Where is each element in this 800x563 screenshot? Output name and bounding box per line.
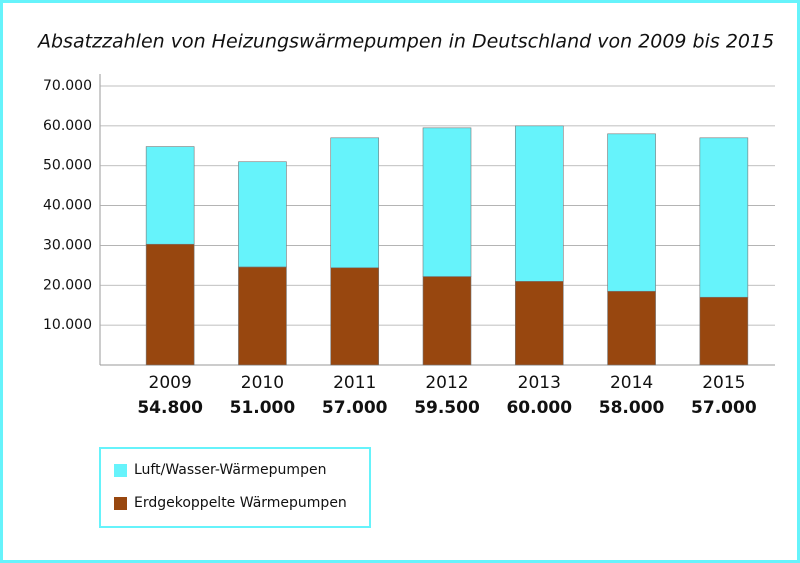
bar-segment bbox=[238, 266, 287, 366]
legend-swatch bbox=[114, 497, 127, 510]
bar-segment bbox=[699, 137, 749, 298]
legend-label: Luft/Wasser-Wärmepumpen bbox=[134, 462, 326, 478]
y-tick-label: 10.000 bbox=[43, 317, 92, 333]
total-label: 57.000 bbox=[691, 398, 757, 418]
bar-segment bbox=[607, 290, 656, 366]
bar-segment bbox=[330, 137, 380, 269]
x-tick-label: 2015 bbox=[702, 373, 745, 393]
bar-segment bbox=[145, 146, 195, 245]
total-label: 60.000 bbox=[506, 398, 572, 418]
x-tick-label: 2011 bbox=[333, 373, 376, 393]
bar-segment bbox=[330, 267, 380, 366]
y-tick-label: 40.000 bbox=[43, 198, 92, 214]
bar-segment bbox=[422, 276, 472, 366]
total-label: 58.000 bbox=[599, 398, 665, 418]
total-label: 59.500 bbox=[414, 398, 480, 418]
x-tick-label: 2010 bbox=[241, 373, 284, 393]
x-tick-label: 2009 bbox=[149, 373, 192, 393]
bar-segment bbox=[145, 243, 195, 366]
bar-segment bbox=[514, 280, 564, 366]
x-tick-label: 2014 bbox=[610, 373, 653, 393]
bar-segment bbox=[238, 161, 287, 268]
bar-segment bbox=[514, 125, 564, 282]
legend-label: Erdgekoppelte Wärmepumpen bbox=[134, 495, 347, 511]
x-tick-label: 2012 bbox=[425, 373, 468, 393]
x-tick-label: 2013 bbox=[518, 373, 561, 393]
legend-swatch bbox=[114, 464, 127, 477]
total-label: 51.000 bbox=[230, 398, 296, 418]
y-tick-label: 70.000 bbox=[43, 78, 92, 94]
bar-segment bbox=[422, 127, 472, 277]
y-tick-label: 60.000 bbox=[43, 118, 92, 134]
total-label: 57.000 bbox=[322, 398, 388, 418]
legend-box bbox=[99, 447, 371, 528]
chart-title: Absatzzahlen von Heizungswärmepumpen in … bbox=[36, 31, 774, 53]
bar-segment bbox=[699, 296, 749, 366]
y-tick-label: 30.000 bbox=[43, 237, 92, 253]
total-label: 54.800 bbox=[137, 398, 203, 418]
y-tick-label: 50.000 bbox=[43, 158, 92, 174]
bar-segment bbox=[607, 133, 656, 292]
y-tick-label: 20.000 bbox=[43, 277, 92, 293]
